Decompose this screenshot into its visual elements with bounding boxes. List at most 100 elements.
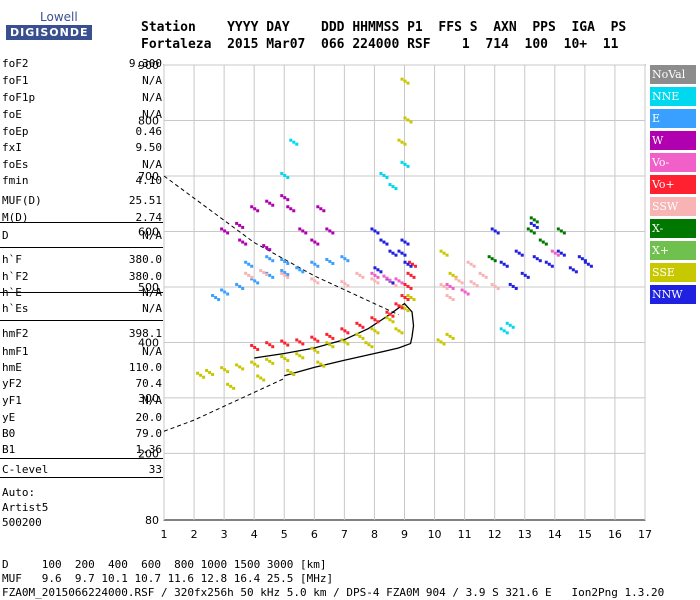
param-name: foEp [2, 125, 29, 138]
echo-point [286, 205, 290, 209]
echo-point [517, 251, 521, 255]
separator [0, 292, 163, 293]
echo-point [544, 242, 548, 246]
echo-point [313, 240, 317, 244]
echo-point [391, 251, 395, 255]
echo-point [475, 284, 479, 288]
echo-point [343, 257, 347, 261]
echo-point [484, 275, 488, 279]
echo-point [496, 231, 500, 235]
param-name: h`F [2, 253, 22, 266]
echo-point [397, 138, 401, 142]
echo-point [355, 321, 359, 325]
echo-point [541, 240, 545, 244]
param-name: yF1 [2, 394, 22, 407]
echo-point [556, 249, 560, 253]
param-name: M(D) [2, 211, 29, 224]
echo-point [493, 229, 497, 233]
echo-point [526, 227, 530, 231]
echo-point [373, 318, 377, 322]
legend-key-xplus: X+ [650, 241, 696, 260]
echo-point [364, 341, 368, 345]
echo-point [220, 227, 224, 231]
echo-point [295, 266, 299, 270]
echo-point [469, 262, 473, 266]
echo-point [376, 275, 380, 279]
echo-point [412, 298, 416, 302]
echo-point [283, 196, 287, 200]
echo-point [361, 325, 365, 329]
echo-point [397, 249, 401, 253]
echo-point [529, 216, 533, 220]
echo-point [286, 343, 290, 347]
param-row: hmF1 N/A [2, 345, 162, 360]
echo-point [376, 231, 380, 235]
echo-point [313, 348, 317, 352]
legend-key-vominus: Vo- [650, 153, 696, 172]
echo-point [442, 284, 446, 288]
echo-point [400, 77, 404, 81]
param-value: 33 [148, 463, 162, 476]
echo-point [403, 240, 407, 244]
echo-point [346, 259, 350, 263]
echo-point [505, 331, 509, 335]
legend-key-voplus: Vo+ [650, 175, 696, 194]
echo-point [265, 255, 269, 259]
echo-point [406, 309, 410, 313]
param-value: N/A [142, 394, 162, 407]
echo-point [304, 231, 308, 235]
echo-point [295, 352, 299, 356]
echo-point [394, 327, 398, 331]
echo-point [196, 371, 200, 375]
echo-point [268, 257, 272, 261]
x-tick-label: 10 [428, 528, 442, 541]
param-value: N/A [142, 91, 162, 104]
echo-point [406, 118, 410, 122]
echo-point [448, 284, 452, 288]
echo-point [235, 221, 239, 225]
echo-point [316, 205, 320, 209]
echo-point [436, 338, 440, 342]
echo-point [298, 354, 302, 358]
echo-point [394, 277, 398, 281]
echo-point [247, 273, 251, 277]
echo-point [229, 384, 233, 388]
echo-point [295, 142, 299, 146]
profile-extrapolation-lower [163, 378, 285, 432]
echo-point [253, 362, 257, 366]
echo-point [244, 242, 248, 246]
echo-point [313, 262, 317, 266]
echo-point [328, 334, 332, 338]
echo-point [391, 320, 395, 324]
echo-point [490, 257, 494, 261]
x-tick-label: 13 [518, 528, 532, 541]
echo-point [370, 316, 374, 320]
echo-point [346, 284, 350, 288]
echo-point [505, 264, 509, 268]
echo-point [382, 240, 386, 244]
echo-point [394, 187, 398, 191]
echo-point [370, 271, 374, 275]
param-row: M(D) 2.74 [2, 211, 162, 226]
echo-point [370, 327, 374, 331]
echo-point [373, 329, 377, 333]
file-info: FZA0M_2015066224000.RSF / 320fx256h 50 k… [2, 586, 665, 599]
echo-point [247, 262, 251, 266]
echo-point [340, 338, 344, 342]
echo-point [397, 304, 401, 308]
echo-point [409, 296, 413, 300]
echo-point [400, 294, 404, 298]
param-row: foEs N/A [2, 158, 162, 173]
param-row: B1 1.36 [2, 443, 162, 458]
echo-point [259, 376, 263, 380]
param-name: foEs [2, 158, 29, 171]
echo-point [388, 312, 392, 316]
param-value: 380.0 [128, 253, 162, 266]
echo-point [250, 205, 254, 209]
echo-point [214, 296, 218, 300]
param-row: foF2 9.300 [2, 57, 162, 72]
param-name: yE [2, 411, 16, 424]
echo-point [316, 360, 320, 364]
x-tick-label: 17 [638, 528, 652, 541]
echo-point [385, 316, 389, 320]
